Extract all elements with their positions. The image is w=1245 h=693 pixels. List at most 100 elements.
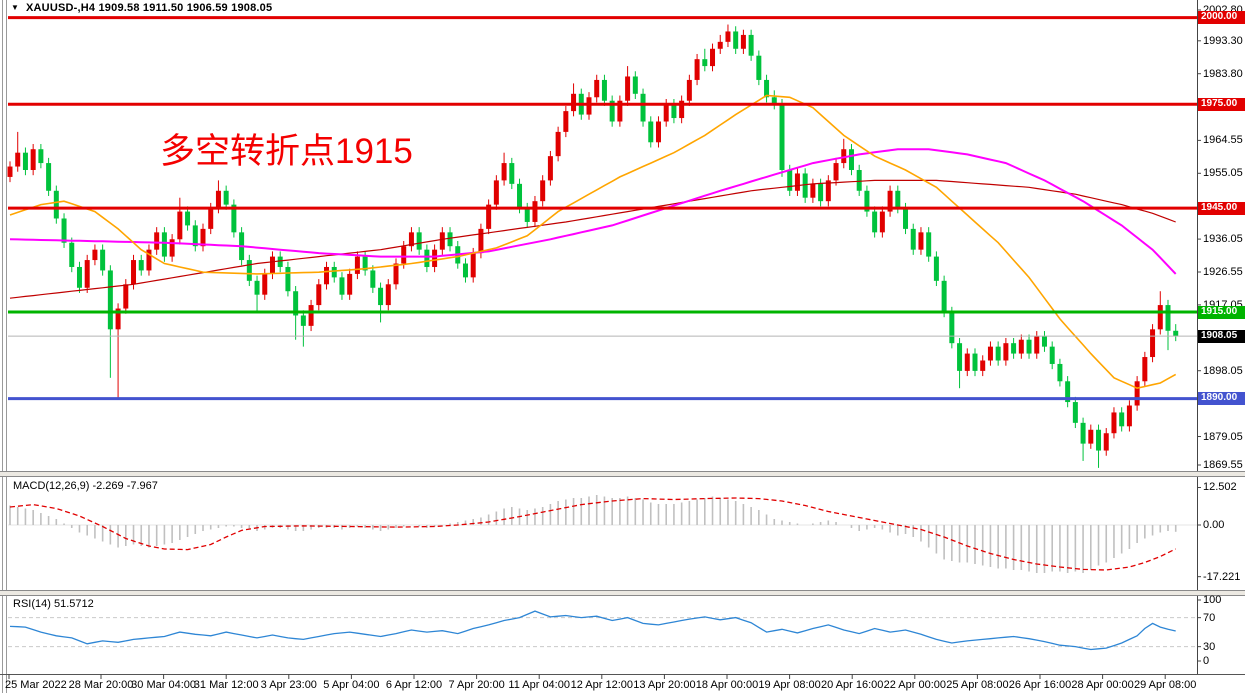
rsi-line bbox=[9, 610, 1176, 651]
candle-down bbox=[895, 190, 901, 209]
candle-up bbox=[1088, 429, 1094, 444]
candle-up bbox=[478, 228, 484, 254]
candle-down bbox=[748, 34, 754, 56]
price-tick-label: 1955.05 bbox=[1203, 167, 1243, 180]
price-level-label-1908.05: 1908.05 bbox=[1198, 329, 1245, 343]
rsi-axis-label: 70 bbox=[1203, 611, 1216, 624]
candle-up bbox=[887, 190, 893, 212]
candle-up bbox=[540, 180, 546, 202]
candle-down bbox=[1011, 343, 1017, 354]
candle-up bbox=[980, 360, 986, 371]
candle-down bbox=[370, 270, 376, 288]
candle-up bbox=[710, 48, 716, 67]
candle-down bbox=[277, 256, 283, 267]
candle-down bbox=[231, 204, 237, 233]
candle-down bbox=[462, 263, 468, 278]
candle-up bbox=[794, 173, 800, 191]
candle-down bbox=[802, 173, 808, 198]
candle-up bbox=[262, 273, 268, 295]
candle-up bbox=[625, 76, 631, 101]
candle-down bbox=[76, 266, 82, 288]
candle-up bbox=[725, 31, 731, 42]
candle-up bbox=[547, 156, 553, 181]
panel-separator-rsi[interactable] bbox=[0, 590, 1245, 596]
panel-separator-macd[interactable] bbox=[0, 471, 1245, 477]
candle-down bbox=[648, 121, 654, 143]
time-tick-label: 13 Apr 20:00 bbox=[633, 679, 696, 691]
candle-up bbox=[177, 211, 183, 240]
candle-down bbox=[339, 277, 345, 295]
candle-down bbox=[378, 287, 384, 306]
candle-down bbox=[138, 260, 144, 271]
macd-axis-label: 12.502 bbox=[1203, 481, 1237, 494]
candle-up bbox=[401, 246, 407, 264]
candle-down bbox=[524, 208, 530, 222]
candle-up bbox=[354, 256, 360, 274]
candle-down bbox=[1072, 402, 1078, 423]
candle-up bbox=[594, 79, 600, 98]
candle-down bbox=[22, 152, 28, 170]
ma-fast-orange-line bbox=[9, 94, 1177, 390]
price-tick-label: 1964.55 bbox=[1203, 134, 1243, 147]
candle-up bbox=[115, 308, 121, 330]
candle-down bbox=[957, 343, 963, 371]
candle-down bbox=[38, 149, 44, 164]
time-tick-label: 22 Apr 00:00 bbox=[883, 679, 946, 691]
candle-down bbox=[756, 55, 762, 80]
price-level-label-1890.00: 1890.00 bbox=[1198, 392, 1245, 406]
price-tick-label: 1898.05 bbox=[1203, 364, 1243, 377]
candle-up bbox=[84, 260, 90, 288]
macd-axis-label: -17.221 bbox=[1203, 570, 1241, 583]
time-tick-label: 19 Apr 08:00 bbox=[758, 679, 821, 691]
candle-up bbox=[1103, 433, 1109, 451]
candle-down bbox=[1119, 412, 1125, 427]
candle-down bbox=[702, 59, 708, 67]
candle-up bbox=[987, 346, 993, 361]
candle-up bbox=[408, 232, 414, 247]
candle-up bbox=[324, 266, 330, 285]
candle-up bbox=[841, 149, 847, 164]
candle-down bbox=[995, 346, 1001, 361]
candle-up bbox=[15, 152, 21, 167]
candle-down bbox=[941, 280, 947, 313]
candle-up bbox=[308, 305, 314, 326]
price-tick-label: 1936.05 bbox=[1203, 233, 1243, 246]
candle-up bbox=[1034, 336, 1040, 354]
price-tick-label: 1869.55 bbox=[1203, 459, 1243, 471]
candle-down bbox=[223, 190, 229, 205]
time-tick-label: 28 Apr 00:00 bbox=[1071, 679, 1134, 691]
candle-down bbox=[1041, 336, 1047, 347]
time-tick-label: 29 Apr 08:00 bbox=[1133, 679, 1197, 691]
candle-down bbox=[300, 315, 306, 326]
time-tick-label: 3 Apr 23:00 bbox=[260, 679, 317, 691]
time-tick-label: 28 Mar 20:00 bbox=[68, 679, 134, 691]
candle-up bbox=[92, 249, 98, 261]
candle-up bbox=[655, 121, 661, 143]
candle-up bbox=[269, 256, 275, 274]
candle-up bbox=[200, 228, 206, 247]
time-tick-label: 30 Mar 04:00 bbox=[131, 679, 197, 691]
candle-down bbox=[848, 149, 854, 170]
candle-down bbox=[609, 100, 615, 122]
candle-down bbox=[818, 183, 824, 202]
time-tick-label: 7 Apr 20:00 bbox=[448, 679, 505, 691]
candle-up bbox=[1003, 343, 1009, 361]
candle-up bbox=[347, 273, 353, 295]
candle-up bbox=[586, 97, 592, 115]
candle-down bbox=[53, 190, 59, 219]
candle-up bbox=[679, 100, 685, 119]
candle-down bbox=[424, 249, 430, 267]
collapse-arrow-icon[interactable]: ▼ bbox=[11, 3, 19, 12]
candle-up bbox=[1150, 329, 1156, 358]
candle-up bbox=[825, 180, 831, 202]
time-tick-label: 18 Apr 00:00 bbox=[695, 679, 759, 691]
candle-up bbox=[717, 41, 723, 49]
candle-up bbox=[501, 163, 507, 181]
candle-down bbox=[254, 280, 260, 295]
candle-down bbox=[864, 190, 870, 212]
candle-up bbox=[470, 253, 476, 278]
time-tick-label: 11 Apr 04:00 bbox=[508, 679, 570, 691]
macd-indicator-title: MACD(12,26,9) -2.269 -7.967 bbox=[13, 480, 158, 492]
